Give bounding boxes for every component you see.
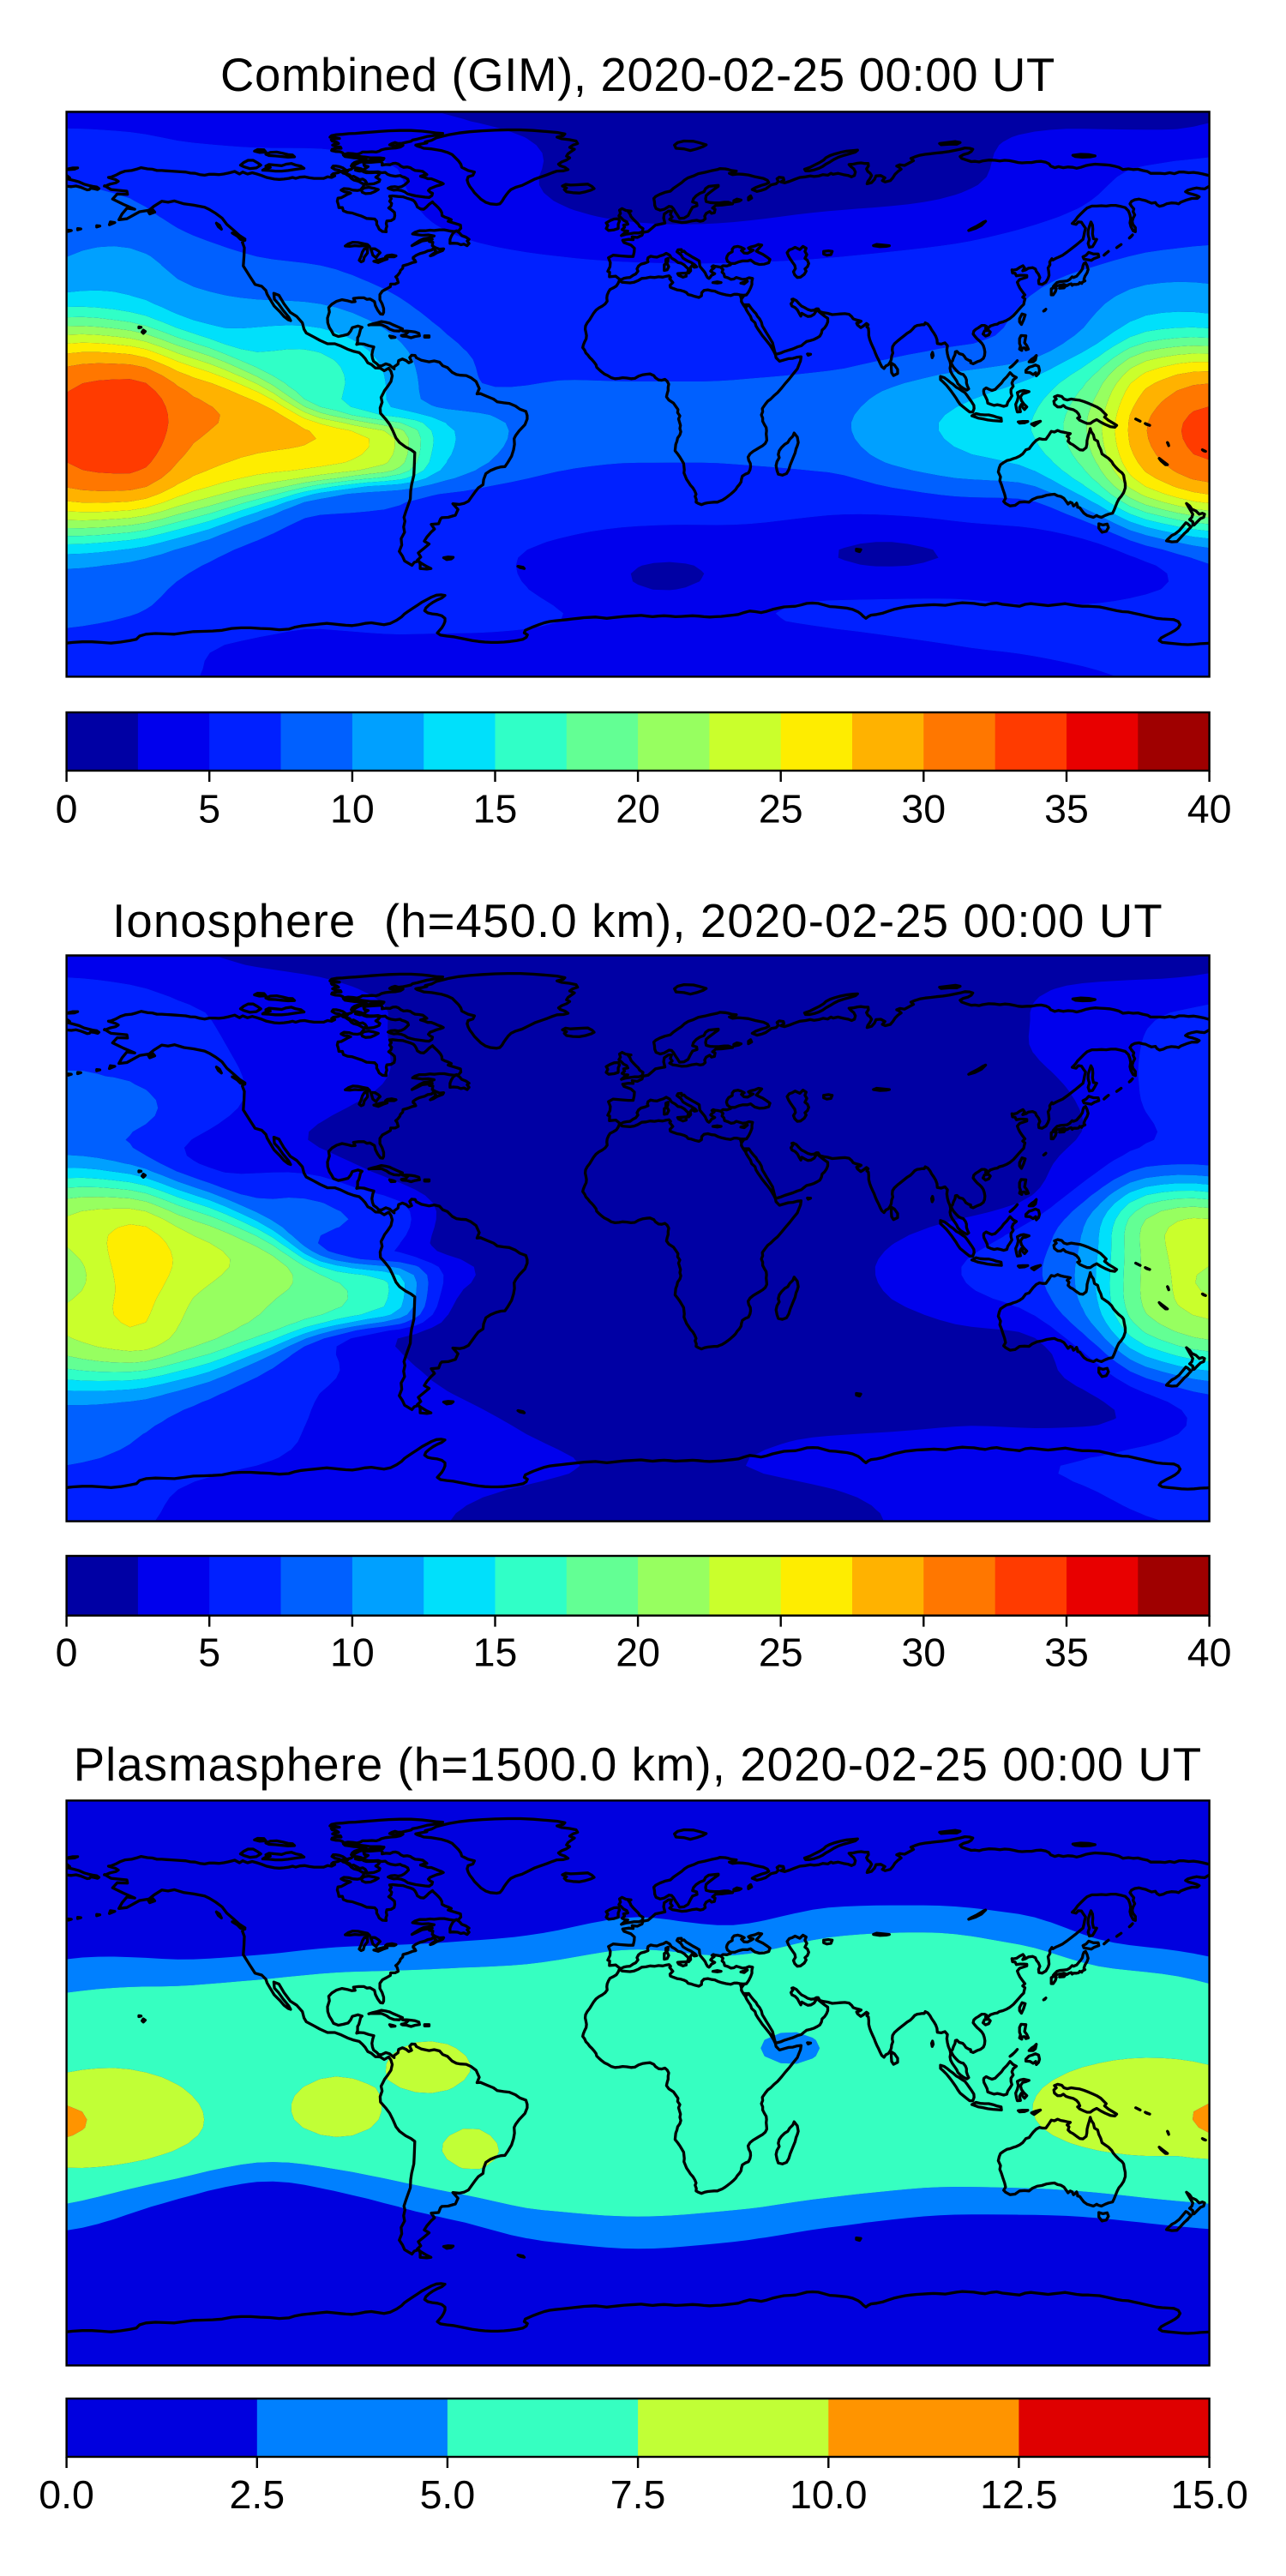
svg-text:7.5: 7.5 (610, 2472, 666, 2517)
svg-text:35: 35 (1044, 1630, 1089, 1674)
svg-text:Combined (GIM), 2020-02-25 00:: Combined (GIM), 2020-02-25 00:00 UT (220, 49, 1055, 101)
svg-text:10: 10 (330, 786, 375, 831)
svg-text:5.0: 5.0 (420, 2472, 476, 2517)
svg-text:40: 40 (1187, 1630, 1232, 1674)
svg-text:5: 5 (198, 786, 220, 831)
svg-text:2.5: 2.5 (229, 2472, 285, 2517)
svg-text:15: 15 (473, 786, 518, 831)
svg-text:Ionosphere (h=450.0 km), 2020: Ionosphere (h=450.0 km), 2020-02-25 00:0… (112, 895, 1163, 947)
svg-text:15: 15 (473, 1630, 518, 1674)
svg-text:30: 30 (901, 786, 946, 831)
svg-text:0.0: 0.0 (39, 2472, 94, 2517)
svg-text:30: 30 (901, 1630, 946, 1674)
svg-text:5: 5 (198, 1630, 220, 1674)
svg-text:40: 40 (1187, 786, 1232, 831)
svg-text:0: 0 (56, 1630, 78, 1674)
svg-text:15.0: 15.0 (1170, 2472, 1248, 2517)
svg-text:10: 10 (330, 1630, 375, 1674)
svg-text:20: 20 (616, 1630, 660, 1674)
svg-text:20: 20 (616, 786, 660, 831)
svg-text:Plasmasphere (h=1500.0 km), 20: Plasmasphere (h=1500.0 km), 2020-02-25 0… (74, 1738, 1203, 1791)
svg-text:25: 25 (759, 1630, 803, 1674)
svg-text:25: 25 (759, 786, 803, 831)
svg-text:35: 35 (1044, 786, 1089, 831)
svg-text:10.0: 10.0 (790, 2472, 868, 2517)
svg-text:12.5: 12.5 (980, 2472, 1058, 2517)
svg-text:0: 0 (56, 786, 78, 831)
